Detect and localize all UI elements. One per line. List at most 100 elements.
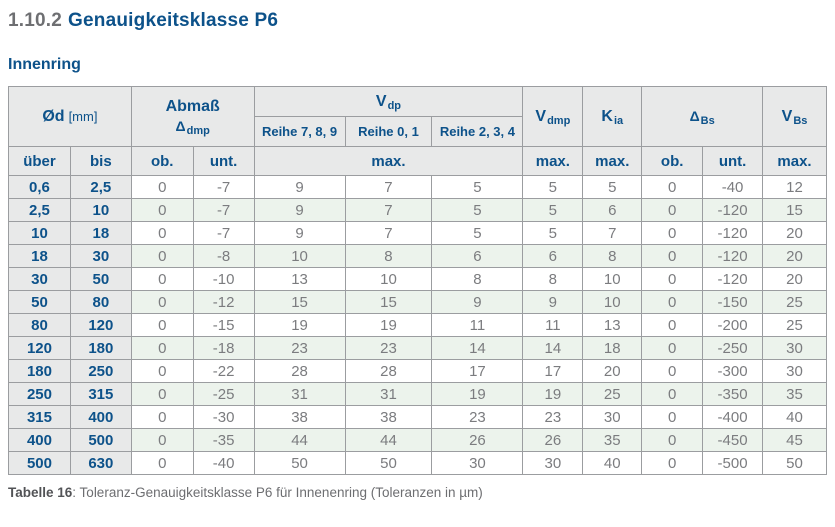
col-header-vdp: Vdp: [253, 86, 524, 117]
tolerance-value-cell: 0: [641, 405, 704, 429]
tolerance-value-cell: 28: [253, 359, 346, 383]
tolerance-value-cell: 38: [344, 405, 433, 429]
tolerance-value-cell: 35: [582, 428, 643, 452]
tolerance-value-cell: 7: [344, 175, 433, 199]
table-row: 2,5 10 0 -7 9 7 5 5 6 0 -120 15: [8, 198, 827, 222]
tolerance-value-cell: 0: [130, 382, 194, 406]
diameter-range-cell: 50: [69, 267, 132, 291]
sub-header-max-kia: max.: [582, 146, 643, 176]
diameter-range-cell: 315: [69, 382, 132, 406]
tolerance-value-cell: 23: [431, 405, 524, 429]
tolerance-value-cell: 31: [253, 382, 346, 406]
diameter-range-cell: 18: [8, 244, 71, 268]
tolerance-value-cell: 6: [522, 244, 584, 268]
tolerance-value-cell: 7: [344, 221, 433, 245]
tolerance-value-cell: 19: [522, 382, 584, 406]
table-caption: Tabelle 16: Toleranz-Genauigkeitsklasse …: [8, 485, 827, 500]
diameter-unit: [mm]: [68, 108, 98, 124]
kia-subscript: ia: [613, 114, 624, 127]
tolerance-value-cell: 9: [253, 175, 346, 199]
subtitle-innenring: Innenring: [8, 56, 81, 73]
tolerance-value-cell: 31: [344, 382, 433, 406]
tolerance-value-cell: 44: [253, 428, 346, 452]
diameter-range-cell: 80: [8, 313, 71, 337]
table-head: Ød [mm] Abmaß Δdmp Vdp Vdmp Kia ΔBs: [8, 86, 827, 176]
tolerance-value-cell: -120: [702, 198, 764, 222]
tolerance-value-cell: 20: [762, 221, 827, 245]
tolerance-value-cell: 11: [431, 313, 524, 337]
tolerance-value-cell: -7: [192, 175, 255, 199]
tolerance-value-cell: -200: [702, 313, 764, 337]
diameter-symbol: Ød: [42, 107, 65, 125]
tolerance-value-cell: 12: [762, 175, 827, 199]
table-row: 18 30 0 -8 10 8 6 6 8 0 -120 20: [8, 244, 827, 268]
diameter-range-cell: 120: [69, 313, 132, 337]
diameter-range-cell: 0,6: [8, 175, 71, 199]
tolerance-value-cell: 30: [522, 451, 584, 475]
tolerance-value-cell: 20: [582, 359, 643, 383]
tolerance-value-cell: -150: [702, 290, 764, 314]
tolerance-value-cell: 19: [431, 382, 524, 406]
tolerance-value-cell: 30: [762, 336, 827, 360]
tolerance-value-cell: 10: [582, 290, 643, 314]
tolerance-value-cell: 0: [641, 175, 704, 199]
col-header-reihe-789: Reihe 7, 8, 9: [253, 116, 346, 147]
tolerance-value-cell: -400: [702, 405, 764, 429]
section-number: 1.10.2: [8, 10, 63, 31]
sub-header-bis: bis: [69, 146, 132, 176]
tolerance-value-cell: 44: [344, 428, 433, 452]
col-header-vdmp: Vdmp: [522, 86, 584, 147]
tolerance-value-cell: -120: [702, 221, 764, 245]
diameter-range-cell: 250: [8, 382, 71, 406]
tolerance-value-cell: 5: [431, 198, 524, 222]
tolerance-value-cell: 7: [582, 221, 643, 245]
tolerance-value-cell: -12: [192, 290, 255, 314]
tolerance-value-cell: -450: [702, 428, 764, 452]
sub-header-max-vdmp: max.: [522, 146, 584, 176]
table-row: 50 80 0 -12 15 15 9 9 10 0 -150 25: [8, 290, 827, 314]
diameter-range-cell: 18: [69, 221, 132, 245]
tolerance-value-cell: 20: [762, 244, 827, 268]
tolerance-value-cell: 17: [522, 359, 584, 383]
vdmp-subscript: dmp: [547, 114, 571, 127]
tolerance-value-cell: 40: [762, 405, 827, 429]
tolerance-value-cell: 35: [762, 382, 827, 406]
diameter-range-cell: 10: [8, 221, 71, 245]
tolerance-value-cell: 14: [522, 336, 584, 360]
tolerance-value-cell: 5: [582, 175, 643, 199]
table-row: 10 18 0 -7 9 7 5 5 7 0 -120 20: [8, 221, 827, 245]
sub-header-unt-bs: unt.: [702, 146, 764, 176]
tolerance-value-cell: 9: [522, 290, 584, 314]
tolerance-value-cell: 40: [582, 451, 643, 475]
tolerance-value-cell: 0: [130, 359, 194, 383]
tolerance-value-cell: 10: [253, 244, 346, 268]
tolerance-value-cell: 30: [582, 405, 643, 429]
tolerance-value-cell: 0: [641, 313, 704, 337]
tolerance-value-cell: 0: [130, 405, 194, 429]
tolerance-value-cell: 0: [130, 290, 194, 314]
tolerance-value-cell: 0: [641, 359, 704, 383]
diameter-range-cell: 30: [69, 244, 132, 268]
diameter-range-cell: 400: [8, 428, 71, 452]
tolerance-value-cell: 9: [431, 290, 524, 314]
sub-header-ob: ob.: [130, 146, 194, 176]
tolerance-value-cell: -40: [702, 175, 764, 199]
tolerance-value-cell: -10: [192, 267, 255, 291]
tolerance-value-cell: 0: [130, 267, 194, 291]
col-header-vbs: VBs: [762, 86, 827, 147]
tolerance-value-cell: 9: [253, 221, 346, 245]
col-header-kia: Kia: [582, 86, 643, 147]
table-row: 500 630 0 -40 50 50 30 30 40 0 -500 50: [8, 451, 827, 475]
sub-header-ob-bs: ob.: [641, 146, 704, 176]
tolerance-value-cell: 25: [762, 313, 827, 337]
tolerance-value-cell: 6: [431, 244, 524, 268]
diameter-range-cell: 10: [69, 198, 132, 222]
header-series-row: Reihe 7, 8, 9 Reihe 0, 1 Reihe 2, 3, 4: [9, 116, 827, 147]
tolerance-value-cell: -40: [192, 451, 255, 475]
tolerance-value-cell: 23: [522, 405, 584, 429]
tolerance-value-cell: 17: [431, 359, 524, 383]
tolerance-value-cell: 15: [344, 290, 433, 314]
vdmp-symbol: V: [535, 107, 547, 125]
tolerance-value-cell: 0: [130, 198, 194, 222]
